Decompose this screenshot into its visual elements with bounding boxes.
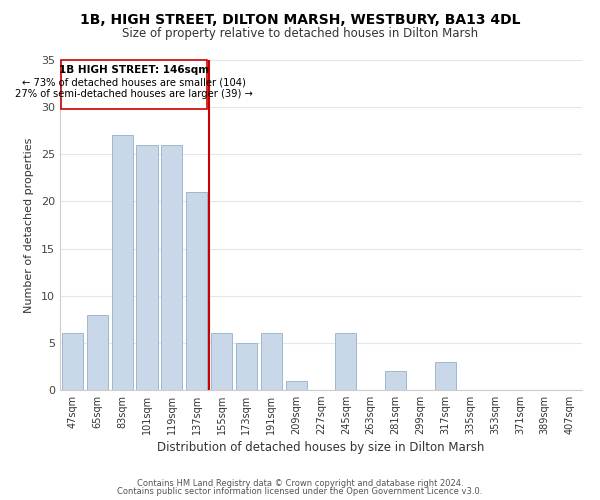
Bar bbox=[62, 334, 83, 390]
Bar bbox=[112, 136, 133, 390]
Text: 1B, HIGH STREET, DILTON MARSH, WESTBURY, BA13 4DL: 1B, HIGH STREET, DILTON MARSH, WESTBURY,… bbox=[80, 12, 520, 26]
Bar bbox=[136, 145, 158, 390]
Bar bbox=[161, 145, 182, 390]
Text: Contains HM Land Registry data © Crown copyright and database right 2024.: Contains HM Land Registry data © Crown c… bbox=[137, 478, 463, 488]
Text: 27% of semi-detached houses are larger (39) →: 27% of semi-detached houses are larger (… bbox=[15, 89, 253, 99]
Bar bbox=[261, 334, 282, 390]
Bar bbox=[186, 192, 207, 390]
Bar bbox=[385, 371, 406, 390]
Bar bbox=[435, 362, 456, 390]
Y-axis label: Number of detached properties: Number of detached properties bbox=[24, 138, 34, 312]
Bar bbox=[87, 314, 108, 390]
FancyBboxPatch shape bbox=[61, 60, 206, 109]
Text: Size of property relative to detached houses in Dilton Marsh: Size of property relative to detached ho… bbox=[122, 28, 478, 40]
X-axis label: Distribution of detached houses by size in Dilton Marsh: Distribution of detached houses by size … bbox=[157, 442, 485, 454]
Text: ← 73% of detached houses are smaller (104): ← 73% of detached houses are smaller (10… bbox=[22, 78, 246, 88]
Bar bbox=[236, 343, 257, 390]
Bar bbox=[211, 334, 232, 390]
Bar bbox=[335, 334, 356, 390]
Bar bbox=[286, 380, 307, 390]
Text: 1B HIGH STREET: 146sqm: 1B HIGH STREET: 146sqm bbox=[59, 64, 209, 74]
Text: Contains public sector information licensed under the Open Government Licence v3: Contains public sector information licen… bbox=[118, 487, 482, 496]
